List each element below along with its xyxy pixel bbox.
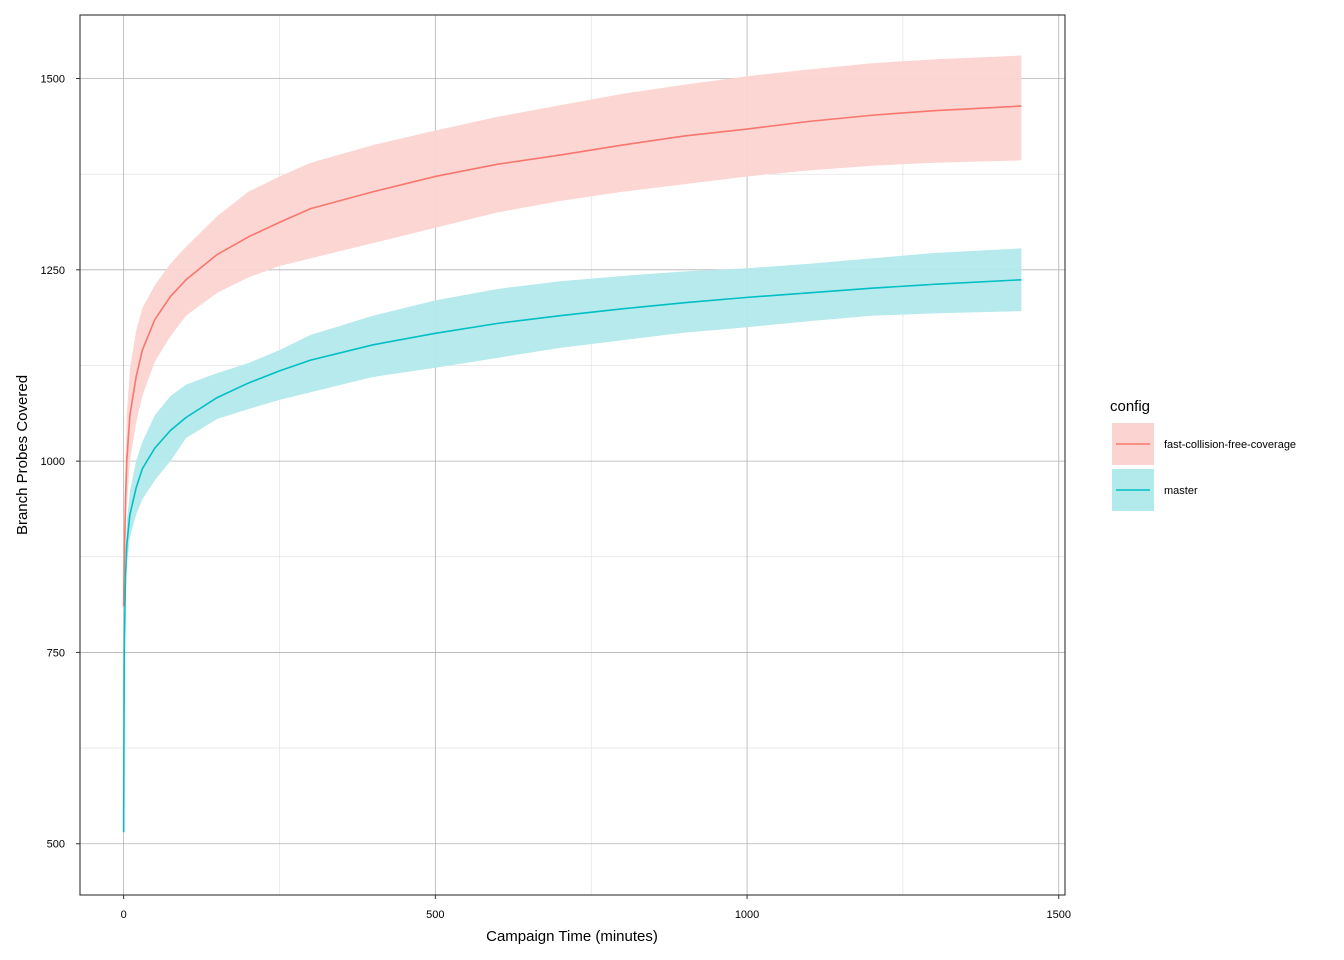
legend-title: config — [1110, 398, 1150, 415]
x-axis-title: Campaign Time (minutes) — [486, 928, 658, 945]
legend: config fast-collision-free-coverage maste… — [1110, 398, 1296, 511]
confidence-ribbon-0 — [123, 55, 1022, 615]
confidence-ribbon-1 — [123, 248, 1022, 833]
legend-label-0: fast-collision-free-coverage — [1164, 439, 1296, 451]
x-axis: 0 500 1000 1500 — [121, 895, 1071, 921]
y-axis-title: Branch Probes Covered — [14, 375, 31, 535]
ribbon-layer — [123, 55, 1022, 833]
x-tick-label: 0 — [121, 909, 127, 921]
y-tick-label: 1000 — [41, 456, 65, 468]
line-layer — [122, 105, 1022, 833]
legend-keys: fast-collision-free-coverage master — [1112, 423, 1296, 511]
y-tick-label: 1500 — [41, 74, 65, 86]
y-tick-label: 750 — [47, 647, 65, 659]
series-line-0 — [122, 105, 1022, 607]
x-tick-label: 500 — [426, 909, 444, 921]
plot-panel-border — [79, 14, 1066, 896]
y-axis: 500 750 1000 1250 1500 — [41, 74, 80, 851]
x-tick-label: 1000 — [735, 909, 759, 921]
y-tick-label: 500 — [47, 839, 65, 851]
y-tick-label: 1250 — [41, 265, 65, 277]
series-line-1 — [122, 278, 1022, 833]
x-tick-label: 1500 — [1047, 909, 1071, 921]
legend-label-1: master — [1164, 485, 1198, 497]
